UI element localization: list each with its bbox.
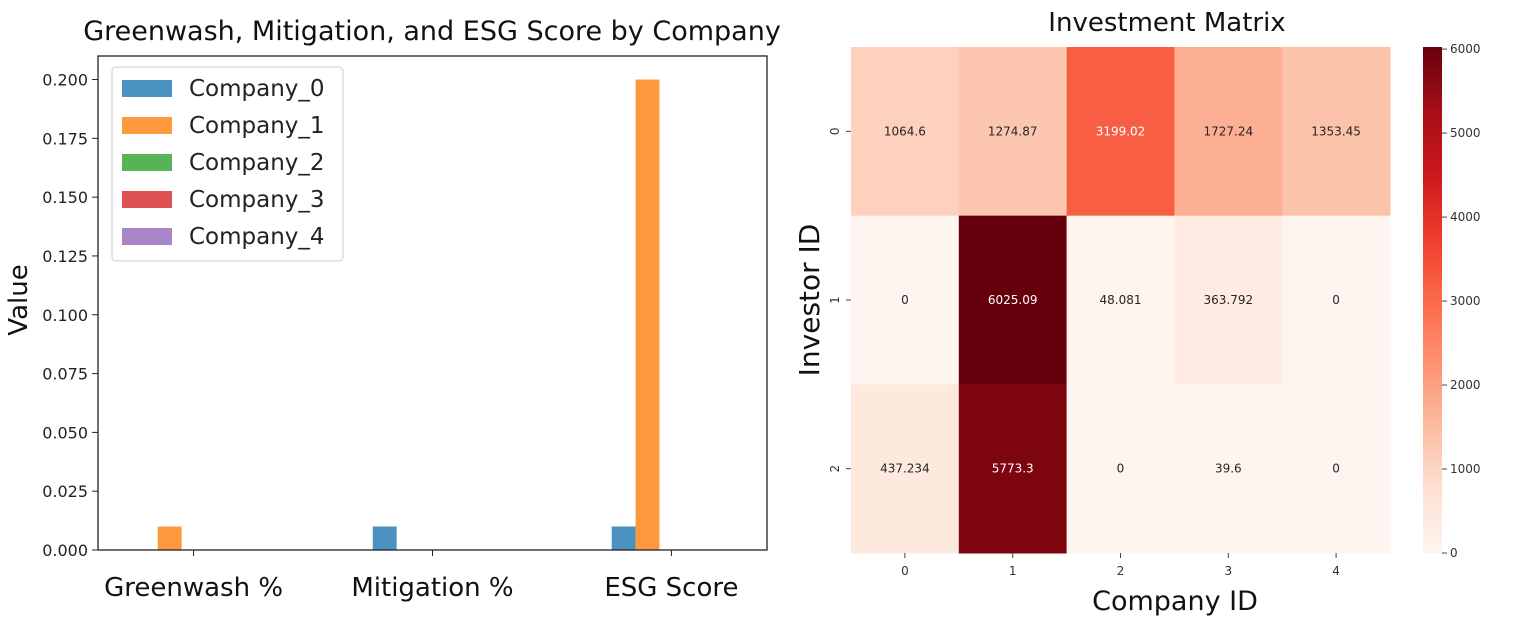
y-tick-label: 0.000	[42, 541, 88, 560]
bar-company_1-2	[635, 79, 660, 551]
y-tick-label: 0.100	[42, 306, 88, 325]
legend-label: Company_3	[189, 187, 325, 213]
heatmap-cell	[1282, 384, 1391, 554]
x-tick-label: Greenwash %	[104, 573, 283, 603]
y-tick-label: 0.150	[42, 188, 88, 207]
heatmap-cell-label: 437.234	[880, 462, 930, 476]
y-tick-label: 0.175	[42, 129, 88, 148]
y-tick-label: 0.200	[42, 71, 88, 90]
legend-label: Company_4	[189, 224, 325, 250]
heatmap-x-axis-label: Company ID	[1092, 586, 1258, 617]
colorbar-tick-label: 4000	[1450, 210, 1481, 224]
heatmap-x-tick-label: 3	[1224, 564, 1232, 578]
heatmap-cell-label: 0	[1117, 462, 1125, 476]
legend-swatch	[122, 154, 172, 171]
colorbar-tick-label: 5000	[1450, 126, 1481, 140]
bar-chart: Greenwash, Mitigation, and ESG Score by …	[4, 16, 781, 603]
heatmap-cell	[1066, 47, 1175, 217]
heatmap-cell-label: 0	[1332, 293, 1340, 307]
bar-company_0-1	[372, 526, 397, 550]
heatmap-cell-label: 1274.87	[988, 124, 1038, 138]
colorbar-tick-label: 1000	[1450, 462, 1481, 476]
heatmap-y-axis-label: Investor ID	[793, 224, 826, 377]
heatmap-cell-label: 5773.3	[992, 462, 1034, 476]
heatmap-cell	[851, 215, 960, 385]
heatmap-cell-label: 3199.02	[1096, 124, 1146, 138]
heatmap-x-tick-label: 4	[1332, 564, 1340, 578]
heatmap-cell-label: 0	[901, 293, 909, 307]
legend-swatch	[122, 228, 172, 245]
y-tick-label: 0.125	[42, 247, 88, 266]
bar-company_0-2	[611, 526, 636, 550]
legend-swatch	[122, 191, 172, 208]
heatmap-cell	[958, 215, 1068, 385]
legend-label: Company_2	[189, 150, 325, 176]
heatmap-cell	[851, 47, 960, 217]
x-tick-label: ESG Score	[604, 573, 738, 603]
legend-label: Company_0	[189, 76, 325, 102]
heatmap-cell-label: 1064.6	[884, 124, 926, 138]
bar-chart-legend: Company_0 Company_1 Company_2 Company_3 Comp…	[111, 66, 344, 262]
y-tick-label: 0.075	[42, 365, 88, 384]
heatmap-cell-label: 48.081	[1100, 293, 1142, 307]
y-tick-label: 0.050	[42, 423, 88, 442]
colorbar-tick-label: 3000	[1450, 294, 1481, 308]
heatmap-y-tick-label: 1	[828, 296, 842, 304]
heatmap-y-tick-label: 2	[828, 465, 842, 473]
heatmap-chart: Investment Matrix Investor ID Company ID…	[793, 8, 1481, 617]
x-tick-label: Mitigation %	[351, 573, 513, 603]
bar-chart-title: Greenwash, Mitigation, and ESG Score by …	[83, 16, 781, 47]
colorbar-gradient	[1423, 47, 1442, 553]
heatmap-cell	[1066, 215, 1175, 385]
heatmap-x-tick-label: 0	[901, 564, 909, 578]
legend-label: Company_1	[189, 113, 325, 139]
heatmap-cell	[1066, 384, 1175, 554]
heatmap-x-tick-label: 2	[1117, 564, 1125, 578]
legend-swatch	[122, 117, 172, 134]
heatmap-cell	[1282, 215, 1391, 385]
heatmap-cell	[958, 47, 1068, 217]
heatmap-cell-label: 6025.09	[988, 293, 1038, 307]
heatmap-cell-label: 1727.24	[1203, 124, 1253, 138]
heatmap-cell-label: 0	[1332, 462, 1340, 476]
heatmap-x-tick-label: 1	[1009, 564, 1017, 578]
heatmap-cell-label: 39.6	[1215, 462, 1242, 476]
legend-frame	[111, 66, 344, 262]
heatmap-cell	[1174, 215, 1283, 385]
heatmap-title: Investment Matrix	[1048, 8, 1285, 38]
heatmap-cell	[851, 384, 960, 554]
heatmap-cell-label: 363.792	[1203, 293, 1253, 307]
heatmap-cell	[958, 384, 1068, 554]
heatmap-cell	[1282, 47, 1391, 217]
colorbar-tick-label: 2000	[1450, 378, 1481, 392]
colorbar-tick-label: 6000	[1450, 42, 1481, 56]
heatmap-colorbar: 0 1000 2000 3000 4000 5000 6000	[1423, 42, 1481, 560]
heatmap-cell	[1174, 47, 1283, 217]
bar-company_1-0	[157, 526, 182, 550]
y-tick-label: 0.025	[42, 482, 88, 501]
heatmap-y-tick-label: 0	[828, 128, 842, 136]
heatmap-cell-label: 1353.45	[1311, 124, 1361, 138]
colorbar-tick-label: 0	[1450, 546, 1458, 560]
bar-chart-y-axis-label: Value	[4, 264, 34, 335]
legend-swatch	[122, 80, 172, 97]
heatmap-cell	[1174, 384, 1283, 554]
